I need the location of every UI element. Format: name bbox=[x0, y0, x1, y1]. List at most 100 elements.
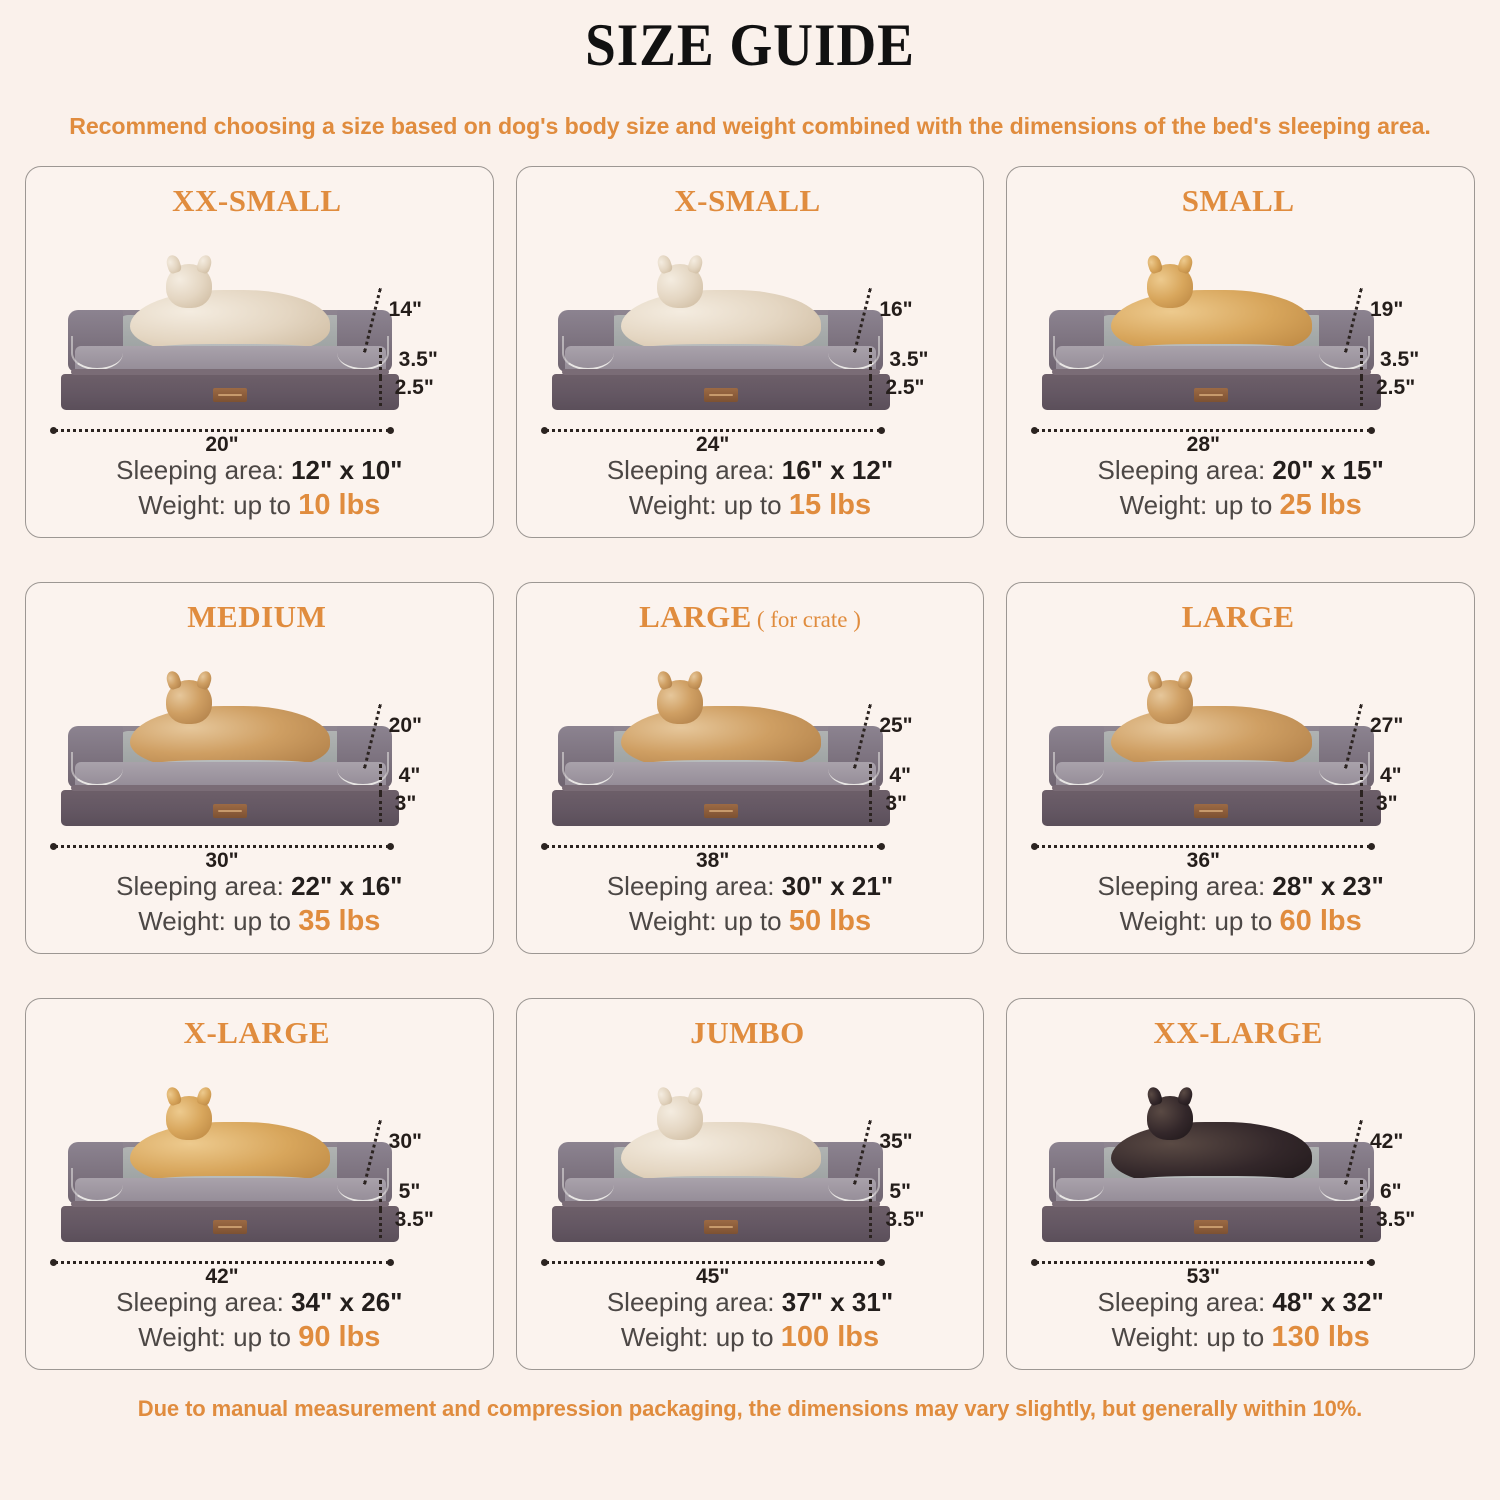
vertical-dimensions: 20" 4" 3" bbox=[349, 698, 489, 824]
dim-leader-base bbox=[1360, 1209, 1363, 1238]
dog-labrador-icon bbox=[620, 1095, 821, 1184]
dim-leader-bolster bbox=[378, 763, 382, 794]
width-dimension-line bbox=[1031, 1258, 1376, 1266]
size-name: LARGE bbox=[639, 599, 752, 634]
size-card-title: XX-LARGE bbox=[1153, 1015, 1327, 1051]
pet-head bbox=[656, 679, 703, 724]
sleeping-area-value: 22" x 16" bbox=[291, 870, 403, 901]
pet-head bbox=[1147, 679, 1194, 724]
weight-line: Weight: up to 60 lbs bbox=[1021, 903, 1460, 941]
weight-line: Weight: up to 130 lbs bbox=[1021, 1319, 1460, 1357]
size-name: JUMBO bbox=[690, 1015, 805, 1050]
width-dimension-line bbox=[49, 426, 395, 434]
weight-value: 60 lbs bbox=[1279, 905, 1362, 938]
weight-line: Weight: up to 50 lbs bbox=[531, 903, 970, 941]
dog-bed-graphic bbox=[1035, 679, 1381, 826]
weight-value: 90 lbs bbox=[298, 1321, 381, 1354]
size-name-suffix bbox=[805, 1023, 810, 1048]
weight-label: Weight: up to bbox=[1119, 490, 1273, 521]
bed-illustration: 20" 4" 3" 30" bbox=[26, 637, 493, 872]
brand-tag-icon bbox=[703, 387, 738, 402]
vertical-dimensions: 25" 4" 3" bbox=[839, 698, 979, 824]
dim-base-height: 2.5" bbox=[394, 375, 434, 399]
dog-shiba-inu-icon bbox=[620, 679, 821, 768]
dim-total-height: 16" bbox=[879, 297, 913, 321]
weight-value: 100 lbs bbox=[780, 1321, 880, 1354]
dog-bed-graphic bbox=[1035, 1095, 1381, 1242]
width-dimension-line bbox=[540, 1258, 885, 1266]
size-card[interactable]: MEDIUM 20" 4" bbox=[25, 582, 494, 954]
size-name: X-SMALL bbox=[674, 183, 821, 218]
weight-label: Weight: up to bbox=[1119, 906, 1273, 937]
size-card[interactable]: LARGE 27" 4" bbox=[1006, 582, 1475, 954]
sleeping-area-line: Sleeping area: 30" x 21" bbox=[531, 870, 970, 904]
bed-left-piping bbox=[1052, 335, 1105, 370]
size-card-specs: Sleeping area: 34" x 26" Weight: up to 9… bbox=[26, 1286, 493, 1369]
dim-leader-bolster bbox=[869, 347, 873, 378]
dim-leader-base bbox=[869, 377, 873, 406]
size-card-title: SMALL bbox=[1182, 183, 1300, 219]
dim-base-height: 3" bbox=[394, 791, 417, 815]
dog-australian-shepherd-icon bbox=[1111, 679, 1312, 768]
size-card-specs: Sleeping area: 48" x 32" Weight: up to 1… bbox=[1007, 1286, 1474, 1369]
dim-width: 42" bbox=[205, 1264, 239, 1288]
dim-width: 24" bbox=[696, 432, 730, 456]
weight-line: Weight: up to 15 lbs bbox=[531, 487, 970, 525]
dog-bed-graphic bbox=[545, 679, 890, 826]
size-card-specs: Sleeping area: 20" x 15" Weight: up to 2… bbox=[1007, 454, 1474, 537]
dim-leader-bolster bbox=[869, 1179, 873, 1210]
size-name-suffix bbox=[1295, 607, 1300, 632]
weight-label: Weight: up to bbox=[628, 906, 782, 937]
brand-tag-icon bbox=[212, 387, 247, 402]
dim-leader-total bbox=[853, 1119, 873, 1185]
bed-left-piping bbox=[561, 1167, 614, 1202]
size-card[interactable]: LARGE( for crate ) 25" bbox=[515, 582, 985, 954]
weight-value: 35 lbs bbox=[298, 905, 381, 938]
dim-bolster-height: 3.5" bbox=[889, 347, 929, 371]
brand-tag-icon bbox=[703, 1219, 738, 1234]
weight-line: Weight: up to 25 lbs bbox=[1021, 487, 1460, 525]
pet-head bbox=[1147, 1095, 1194, 1140]
size-card[interactable]: XX-SMALL 14" 3.5" bbox=[25, 166, 494, 538]
width-dimension-line bbox=[1031, 426, 1376, 434]
width-dimension-line bbox=[49, 842, 395, 850]
dim-total-height: 20" bbox=[388, 713, 422, 737]
vertical-dimensions: 30" 5" 3.5" bbox=[349, 1114, 489, 1240]
size-card[interactable]: X-SMALL 16" 3.5" bbox=[515, 166, 985, 538]
pet-head bbox=[656, 263, 703, 308]
dim-leader-base bbox=[1360, 793, 1363, 822]
size-card[interactable]: XX-LARGE 42" 6" bbox=[1006, 998, 1475, 1370]
size-card-title: JUMBO bbox=[690, 1015, 809, 1051]
bed-left-piping bbox=[71, 335, 124, 370]
sleeping-area-value: 30" x 21" bbox=[781, 870, 894, 901]
pet-head bbox=[166, 1095, 212, 1140]
dog-french-bulldog-icon bbox=[1111, 263, 1312, 352]
size-name: XX-LARGE bbox=[1153, 1015, 1323, 1050]
dim-width: 38" bbox=[696, 848, 730, 872]
bed-illustration: 25" 4" 3" 38" bbox=[517, 637, 984, 872]
dim-leader-base bbox=[378, 793, 382, 822]
bed-left-piping bbox=[561, 335, 614, 370]
sleeping-area-line: Sleeping area: 37" x 31" bbox=[531, 1286, 970, 1320]
size-card-title: LARGE( for crate ) bbox=[639, 599, 861, 635]
dim-bolster-height: 5" bbox=[889, 1179, 911, 1203]
weight-label: Weight: up to bbox=[138, 490, 291, 521]
size-card[interactable]: SMALL 19" 3.5" bbox=[1006, 166, 1475, 538]
dog-bed-graphic bbox=[545, 263, 890, 410]
bed-illustration: 30" 5" 3.5" 42" bbox=[26, 1053, 493, 1288]
dim-bolster-height: 3.5" bbox=[1380, 347, 1420, 371]
dog-bed-graphic bbox=[54, 263, 400, 410]
size-card[interactable]: X-LARGE 30" 5" bbox=[25, 998, 494, 1370]
bed-left-piping bbox=[1052, 751, 1105, 786]
dim-total-height: 35" bbox=[879, 1129, 913, 1153]
dim-bolster-height: 5" bbox=[398, 1179, 421, 1203]
size-name-suffix bbox=[342, 191, 347, 216]
dim-bolster-height: 4" bbox=[398, 763, 421, 787]
sleeping-area-line: Sleeping area: 34" x 26" bbox=[40, 1286, 479, 1320]
weight-value: 130 lbs bbox=[1271, 1321, 1370, 1354]
size-card-specs: Sleeping area: 30" x 21" Weight: up to 5… bbox=[517, 870, 984, 953]
size-card[interactable]: JUMBO 35" 5" bbox=[515, 998, 985, 1370]
size-name-suffix bbox=[330, 1023, 335, 1048]
dim-leader-total bbox=[853, 287, 873, 353]
size-name-suffix bbox=[1295, 191, 1300, 216]
